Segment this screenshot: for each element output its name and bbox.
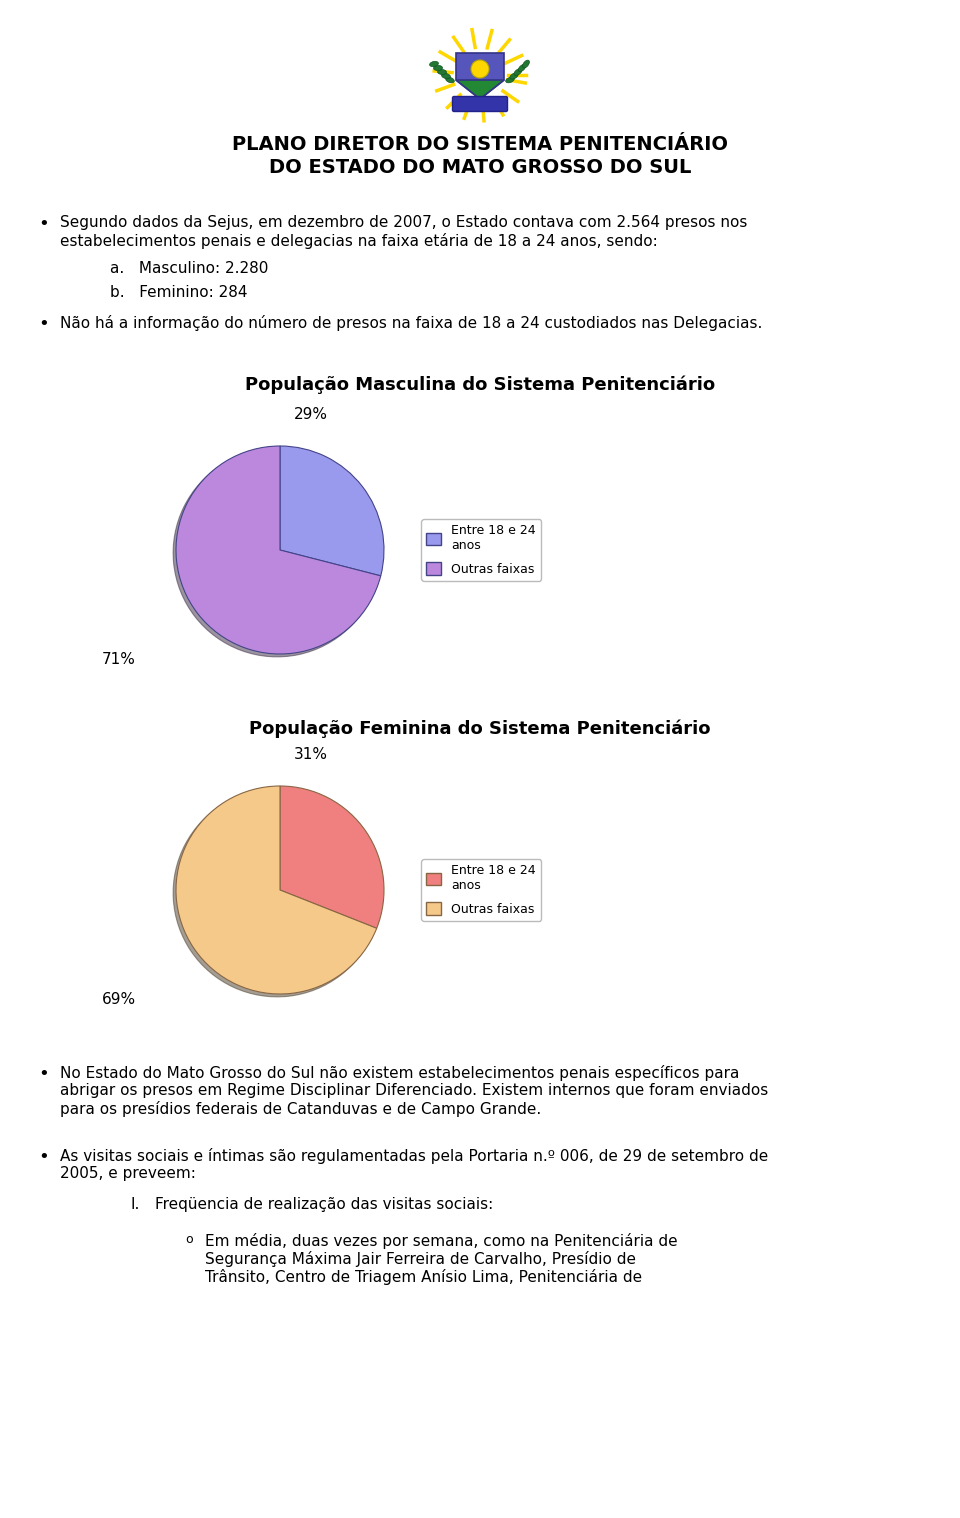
FancyBboxPatch shape bbox=[452, 97, 508, 111]
Ellipse shape bbox=[514, 68, 522, 76]
Text: Não há a informação do número de presos na faixa de 18 a 24 custodiados nas Dele: Não há a informação do número de presos … bbox=[60, 316, 762, 331]
Text: Trânsito, Centro de Triagem Anísio Lima, Penitenciária de: Trânsito, Centro de Triagem Anísio Lima,… bbox=[205, 1269, 642, 1286]
Circle shape bbox=[471, 61, 489, 77]
Text: b.   Feminino: 284: b. Feminino: 284 bbox=[110, 285, 248, 301]
Ellipse shape bbox=[522, 61, 529, 68]
Text: 31%: 31% bbox=[294, 747, 328, 762]
Ellipse shape bbox=[429, 61, 439, 67]
Text: Segurança Máxima Jair Ferreira de Carvalho, Presídio de: Segurança Máxima Jair Ferreira de Carval… bbox=[205, 1251, 636, 1268]
Text: para os presídios federais de Catanduvas e de Campo Grande.: para os presídios federais de Catanduvas… bbox=[60, 1101, 541, 1117]
Wedge shape bbox=[176, 786, 376, 994]
Text: 69%: 69% bbox=[102, 991, 136, 1006]
Text: a.   Masculino: 2.280: a. Masculino: 2.280 bbox=[110, 261, 269, 276]
Text: o: o bbox=[185, 1233, 193, 1246]
Text: Segundo dados da Sejus, em dezembro de 2007, o Estado contava com 2.564 presos n: Segundo dados da Sejus, em dezembro de 2… bbox=[60, 216, 748, 231]
Text: •: • bbox=[38, 216, 49, 232]
Text: As visitas sociais e íntimas são regulamentadas pela Portaria n.º 006, de 29 de : As visitas sociais e íntimas são regulam… bbox=[60, 1148, 768, 1164]
Wedge shape bbox=[280, 786, 384, 929]
Text: População Feminina do Sistema Penitenciário: População Feminina do Sistema Penitenciá… bbox=[250, 720, 710, 738]
Ellipse shape bbox=[438, 70, 446, 74]
Text: I.: I. bbox=[130, 1198, 139, 1211]
Text: estabelecimentos penais e delegacias na faixa etária de 18 a 24 anos, sendo:: estabelecimentos penais e delegacias na … bbox=[60, 232, 658, 249]
Text: PLANO DIRETOR DO SISTEMA PENITENCIÁRIO: PLANO DIRETOR DO SISTEMA PENITENCIÁRIO bbox=[232, 135, 728, 153]
Ellipse shape bbox=[445, 77, 454, 83]
Ellipse shape bbox=[518, 64, 526, 71]
Text: •: • bbox=[38, 1066, 49, 1082]
Ellipse shape bbox=[510, 73, 518, 79]
Wedge shape bbox=[176, 446, 381, 654]
Text: 29%: 29% bbox=[294, 407, 328, 422]
Legend: Entre 18 e 24
anos, Outras faixas: Entre 18 e 24 anos, Outras faixas bbox=[421, 519, 541, 581]
Polygon shape bbox=[456, 53, 504, 99]
Text: 71%: 71% bbox=[102, 651, 135, 666]
Ellipse shape bbox=[434, 65, 443, 70]
Wedge shape bbox=[280, 446, 384, 575]
Text: Em média, duas vezes por semana, como na Penitenciária de: Em média, duas vezes por semana, como na… bbox=[205, 1233, 678, 1249]
Ellipse shape bbox=[506, 77, 515, 83]
Polygon shape bbox=[456, 80, 504, 99]
Text: No Estado do Mato Grosso do Sul não existem estabelecimentos penais específicos : No Estado do Mato Grosso do Sul não exis… bbox=[60, 1066, 739, 1081]
Text: População Masculina do Sistema Penitenciário: População Masculina do Sistema Penitenci… bbox=[245, 375, 715, 393]
Legend: Entre 18 e 24
anos, Outras faixas: Entre 18 e 24 anos, Outras faixas bbox=[421, 859, 541, 921]
Ellipse shape bbox=[442, 73, 450, 79]
Text: •: • bbox=[38, 1148, 49, 1166]
Text: Freqüencia de realização das visitas sociais:: Freqüencia de realização das visitas soc… bbox=[155, 1198, 493, 1211]
Text: DO ESTADO DO MATO GROSSO DO SUL: DO ESTADO DO MATO GROSSO DO SUL bbox=[269, 158, 691, 178]
Text: •: • bbox=[38, 316, 49, 332]
Text: abrigar os presos em Regime Disciplinar Diferenciado. Existem internos que foram: abrigar os presos em Regime Disciplinar … bbox=[60, 1082, 768, 1098]
Text: 2005, e preveem:: 2005, e preveem: bbox=[60, 1166, 196, 1181]
